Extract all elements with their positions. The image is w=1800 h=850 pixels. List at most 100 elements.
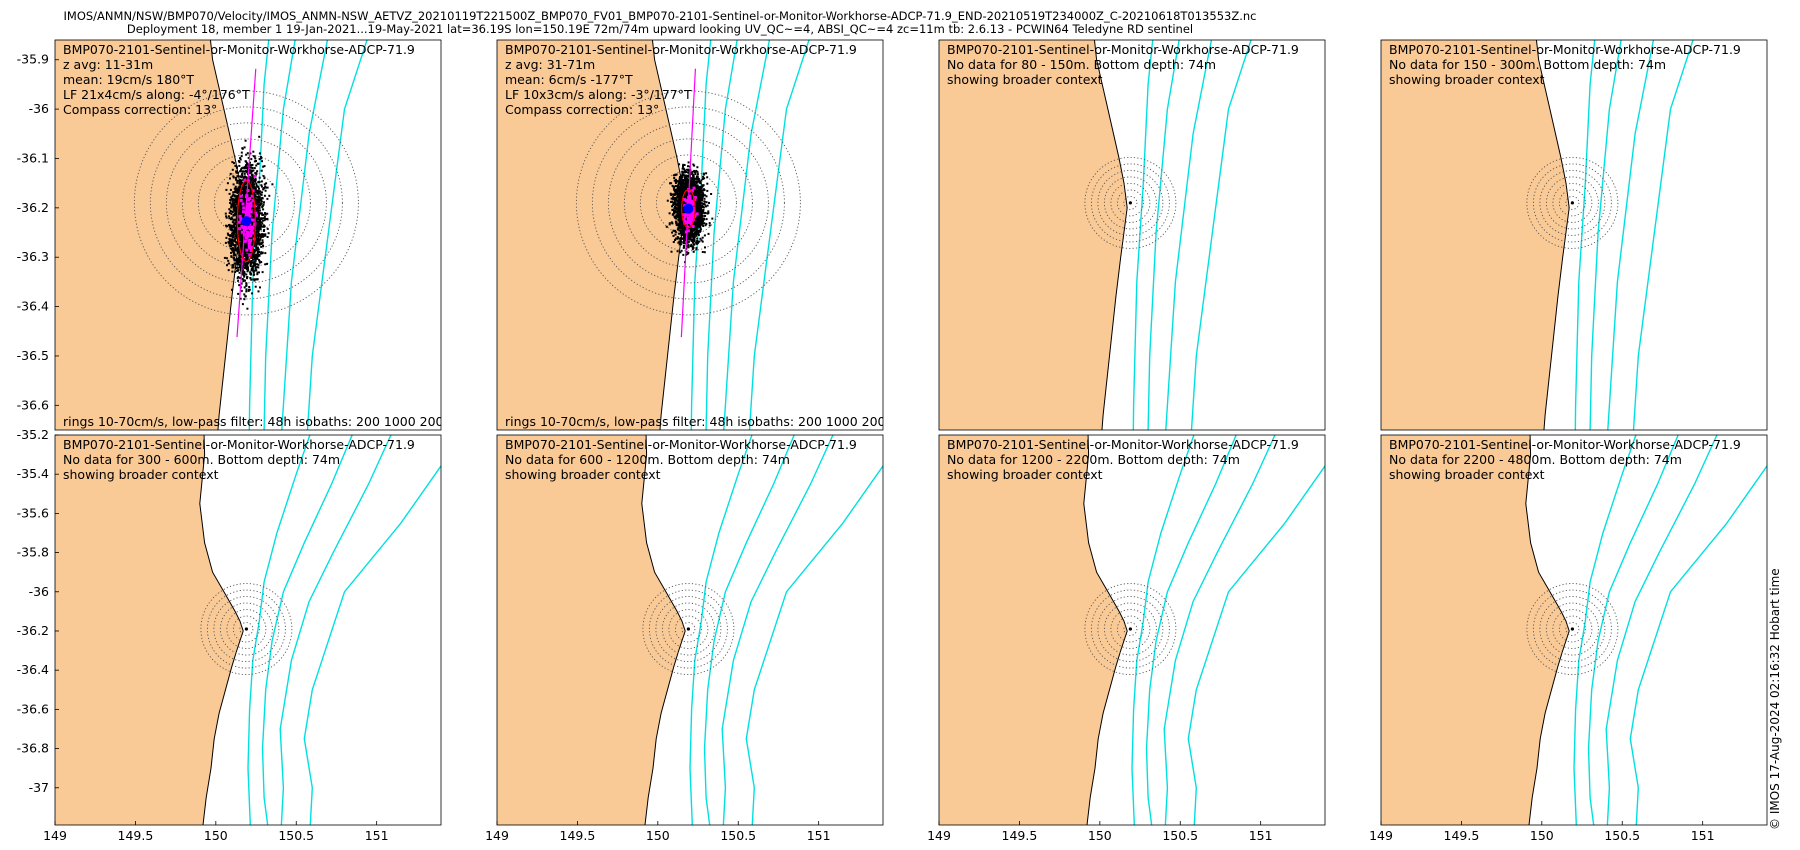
velocity-point — [254, 256, 257, 258]
velocity-point — [255, 254, 258, 256]
velocity-point — [683, 201, 685, 204]
velocity-point — [232, 176, 235, 179]
velocity-point — [694, 232, 697, 235]
velocity-point — [229, 177, 231, 180]
velocity-point — [233, 187, 236, 190]
annotation-line: mean: 19cm/s 180°T — [63, 72, 194, 87]
velocity-point — [262, 219, 265, 222]
velocity-point — [231, 231, 234, 234]
velocity-point — [254, 230, 257, 233]
velocity-point — [670, 197, 673, 200]
velocity-point — [682, 163, 685, 166]
velocity-point — [231, 264, 234, 267]
velocity-point — [262, 208, 265, 211]
velocity-point — [258, 235, 261, 238]
velocity-point — [266, 197, 269, 200]
velocity-point — [230, 226, 233, 229]
velocity-point — [263, 177, 266, 180]
velocity-point — [685, 177, 688, 180]
velocity-point — [261, 271, 264, 274]
velocity-point — [258, 180, 260, 183]
velocity-point — [256, 248, 259, 250]
velocity-point — [704, 224, 707, 227]
velocity-point — [254, 191, 257, 194]
velocity-point — [672, 198, 675, 201]
isobath-2000m — [723, 40, 771, 430]
velocity-point — [254, 187, 257, 189]
velocity-point — [235, 197, 238, 200]
velocity-point — [232, 193, 235, 196]
lowpass-point — [239, 194, 243, 198]
velocity-point — [258, 259, 260, 262]
velocity-point — [701, 240, 704, 243]
velocity-point — [260, 169, 263, 172]
velocity-point — [234, 226, 237, 229]
velocity-point — [239, 170, 242, 173]
velocity-point — [244, 255, 247, 258]
velocity-point — [232, 219, 235, 222]
velocity-point — [237, 171, 240, 174]
velocity-point — [227, 269, 230, 272]
velocity-point — [229, 198, 232, 201]
velocity-point — [262, 203, 265, 206]
velocity-point — [231, 200, 234, 203]
velocity-point — [264, 234, 267, 237]
velocity-point — [259, 238, 262, 241]
velocity-point — [255, 182, 258, 185]
velocity-point — [251, 167, 254, 169]
velocity-point — [234, 271, 237, 273]
lowpass-point — [245, 236, 249, 240]
velocity-point — [243, 170, 246, 173]
annotation-line: z avg: 11-31m — [63, 57, 153, 72]
velocity-point — [233, 194, 236, 197]
velocity-point — [258, 243, 261, 246]
velocity-point — [232, 254, 235, 257]
velocity-point — [704, 211, 707, 214]
velocity-point — [249, 169, 252, 172]
velocity-point — [253, 279, 256, 282]
lowpass-point — [246, 189, 250, 192]
velocity-point — [242, 260, 245, 263]
velocity-point — [230, 224, 232, 227]
velocity-point — [226, 225, 229, 228]
lowpass-point — [251, 231, 254, 235]
velocity-point — [255, 246, 258, 249]
velocity-point — [675, 188, 677, 191]
velocity-point — [264, 212, 266, 215]
lowpass-point — [247, 210, 251, 214]
velocity-point — [240, 256, 243, 258]
velocity-point — [225, 188, 228, 191]
lowpass-point — [248, 197, 252, 201]
velocity-point — [243, 251, 246, 254]
velocity-point — [666, 199, 669, 202]
velocity-point — [254, 285, 257, 288]
velocity-point — [248, 191, 251, 194]
velocity-point — [236, 192, 239, 194]
velocity-point — [254, 233, 257, 235]
velocity-point — [691, 196, 693, 199]
velocity-point — [258, 238, 260, 241]
velocity-point — [264, 213, 267, 216]
velocity-point — [229, 235, 232, 238]
velocity-point — [261, 185, 263, 188]
velocity-point — [252, 264, 255, 267]
velocity-point — [673, 203, 676, 205]
velocity-point — [237, 186, 240, 189]
velocity-point — [252, 212, 255, 214]
velocity-point — [238, 205, 241, 208]
velocity-point — [693, 191, 696, 194]
velocity-point — [675, 178, 677, 181]
velocity-point — [258, 260, 261, 263]
velocity-point — [672, 196, 675, 199]
velocity-point — [674, 193, 676, 196]
lowpass-point — [244, 195, 248, 199]
velocity-point — [243, 199, 245, 202]
velocity-point — [684, 233, 686, 235]
velocity-point — [685, 180, 688, 183]
velocity-point — [259, 202, 262, 205]
isobath-4000m — [306, 40, 368, 430]
lowpass-ellipse — [236, 180, 256, 263]
velocity-point — [254, 189, 256, 192]
velocity-point — [684, 174, 687, 177]
velocity-point — [687, 165, 689, 168]
